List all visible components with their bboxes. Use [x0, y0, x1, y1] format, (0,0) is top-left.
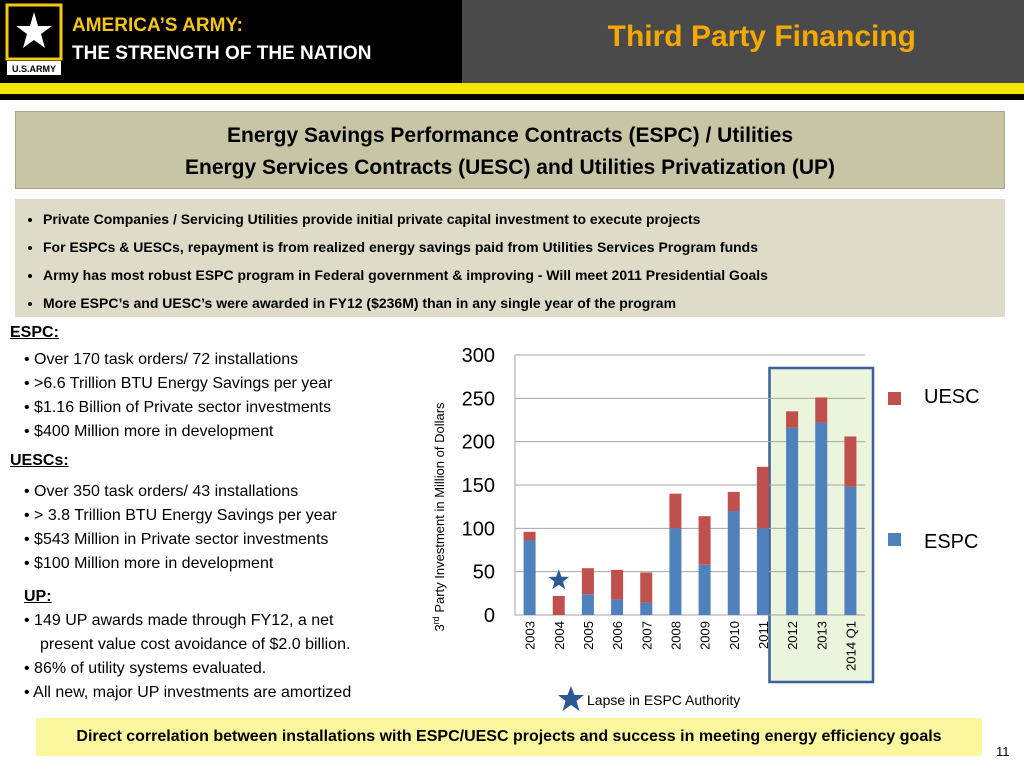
bar-uesc-2003: [523, 531, 536, 541]
x-tick-label: 2014 Q1: [843, 621, 858, 671]
espc-item: • $1.16 Billion of Private sector invest…: [24, 399, 332, 416]
page-number: 11: [996, 744, 1010, 759]
key-point: Army has most robust ESPC program in Fed…: [43, 261, 1005, 289]
header-bar: U.S.ARMY AMERICA’S ARMY: THE STRENGTH OF…: [0, 0, 1024, 83]
bar-uesc-2014-Q1: [844, 436, 857, 487]
black-rule: [0, 94, 1024, 100]
bar-espc-2013: [815, 422, 828, 615]
yellow-rule: [0, 83, 1024, 94]
bar-espc-2011: [756, 528, 769, 615]
bar-uesc-2004: [552, 595, 565, 615]
bar-espc-2006: [611, 599, 624, 615]
uesc-item: • Over 350 task orders/ 43 installations: [24, 483, 299, 500]
espc-item: • $400 Million more in development: [24, 423, 274, 440]
bar-uesc-2012: [786, 411, 799, 428]
lapse-marker-star: [548, 569, 570, 590]
key-point: More ESPC’s and UESC’s were awarded in F…: [43, 289, 1005, 317]
bar-uesc-2011: [756, 466, 769, 529]
up-item: • 149 UP awards made through FY12, a net: [24, 612, 334, 629]
x-tick-label: 2004: [552, 621, 567, 650]
uesc-heading: UESCs:: [10, 452, 69, 469]
espc-item: • >6.6 Trillion BTU Energy Savings per y…: [24, 375, 333, 392]
uesc-item: • $100 Million more in development: [24, 555, 274, 572]
x-tick-label: 2007: [639, 621, 654, 650]
bar-uesc-2010: [727, 491, 740, 511]
footer-banner: Direct correlation between installations…: [36, 718, 982, 756]
bar-uesc-2006: [611, 569, 624, 600]
bar-espc-2009: [698, 564, 711, 615]
x-tick-label: 2012: [785, 621, 800, 650]
bar-espc-2012: [786, 427, 799, 615]
footer-text: Direct correlation between installations…: [76, 728, 942, 745]
espc-item: • Over 170 task orders/ 72 installations: [24, 351, 299, 368]
bar-espc-2005: [581, 594, 594, 615]
y-tick-label: 300: [462, 345, 495, 367]
bar-uesc-2008: [669, 493, 682, 529]
y-tick-label: 250: [462, 388, 495, 410]
bar-espc-2008: [669, 528, 682, 615]
y-axis-label: 3rd Party Investment in Million of Dolla…: [431, 402, 447, 632]
brand-line1: AMERICA’S ARMY:: [72, 15, 243, 36]
x-tick-label: 2011: [756, 621, 771, 649]
bar-espc-2007: [640, 602, 653, 615]
y-tick-label: 0: [484, 605, 495, 627]
bar-uesc-2007: [640, 572, 653, 603]
key-point: Private Companies / Servicing Utilities …: [43, 205, 1005, 233]
key-points-box: Private Companies / Servicing Utilities …: [15, 199, 1005, 317]
logo-text: U.S.ARMY: [12, 64, 56, 74]
bar-espc-2010: [727, 511, 740, 615]
uesc-item: • $543 Million in Private sector investm…: [24, 531, 329, 548]
y-tick-label: 100: [462, 518, 495, 540]
bar-uesc-2005: [581, 568, 594, 595]
x-tick-label: 2010: [727, 621, 742, 650]
y-axis-label-prefix: 3: [432, 624, 447, 631]
legend-label-espc: ESPC: [924, 531, 979, 553]
uesc-item: • > 3.8 Trillion BTU Energy Savings per …: [24, 507, 337, 524]
y-tick-label: 150: [462, 475, 495, 497]
investment-bar-chart: 3rd Party Investment in Million of Dolla…: [431, 345, 875, 684]
subtitle-line1: Energy Savings Performance Contracts (ES…: [227, 124, 793, 147]
x-tick-label: 2003: [523, 621, 538, 650]
bar-espc-2014-Q1: [844, 486, 857, 615]
star-icon: [558, 686, 584, 711]
bar-espc-2003: [523, 540, 536, 615]
x-tick-label: 2013: [814, 621, 829, 650]
up-item: • 86% of utility systems evaluated.: [24, 660, 267, 677]
subtitle-line2: Energy Services Contracts (UESC) and Uti…: [185, 156, 835, 179]
key-point: For ESPCs & UESCs, repayment is from rea…: [43, 233, 1005, 261]
page-title: Third Party Financing: [607, 20, 916, 53]
y-axis-label-sup: rd: [431, 616, 441, 624]
legend-label-uesc: UESC: [924, 386, 980, 408]
up-item: present value cost avoidance of $2.0 bil…: [40, 636, 351, 653]
header-title-panel: Third Party Financing: [462, 0, 1024, 83]
espc-heading: ESPC:: [10, 324, 59, 341]
y-tick-label: 200: [462, 432, 495, 454]
x-tick-label: 2006: [610, 621, 625, 650]
legend-swatch-uesc: [888, 392, 901, 405]
brand: AMERICA’S ARMY: THE STRENGTH OF THE NATI…: [72, 14, 371, 66]
bar-uesc-2009: [698, 516, 711, 565]
key-points-list: Private Companies / Servicing Utilities …: [29, 205, 1005, 317]
x-tick-label: 2009: [698, 621, 713, 650]
up-heading: UP:: [24, 588, 52, 605]
bar-uesc-2013: [815, 397, 828, 423]
y-tick-label: 50: [473, 562, 495, 584]
y-axis-label-suffix: Party Investment in Million of Dollars: [432, 402, 447, 616]
x-tick-label: 2005: [581, 621, 596, 650]
x-tick-label: 2008: [668, 621, 683, 650]
subtitle-box: Energy Savings Performance Contracts (ES…: [15, 111, 1005, 189]
lapse-annotation: Lapse in ESPC Authority: [587, 692, 741, 708]
army-logo: U.S.ARMY: [4, 2, 64, 78]
legend-swatch-espc: [888, 533, 901, 546]
up-item: • All new, major UP investments are amor…: [24, 684, 352, 701]
brand-line2: THE STRENGTH OF THE NATION: [72, 43, 372, 64]
